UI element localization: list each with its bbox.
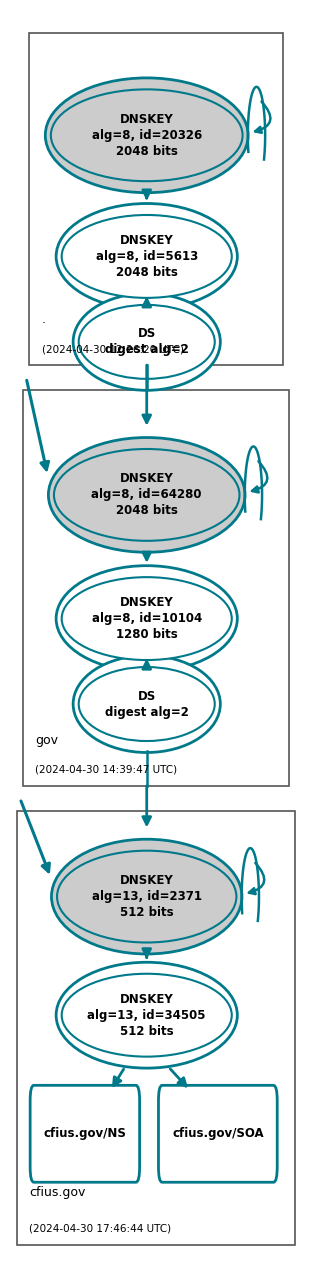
Text: DNSKEY
alg=13, id=34505
512 bits: DNSKEY alg=13, id=34505 512 bits — [87, 993, 206, 1038]
Text: cfius.gov: cfius.gov — [29, 1186, 85, 1199]
Text: (2024-04-30 14:39:47 UTC): (2024-04-30 14:39:47 UTC) — [35, 766, 178, 774]
FancyBboxPatch shape — [158, 1085, 277, 1182]
Ellipse shape — [79, 305, 215, 378]
FancyBboxPatch shape — [17, 812, 295, 1245]
Ellipse shape — [45, 78, 248, 193]
Ellipse shape — [56, 962, 237, 1068]
Ellipse shape — [79, 667, 215, 741]
Ellipse shape — [62, 215, 232, 298]
Text: DS
digest alg=2: DS digest alg=2 — [105, 327, 189, 357]
FancyBboxPatch shape — [23, 390, 289, 786]
Text: .: . — [41, 313, 46, 326]
Ellipse shape — [51, 840, 242, 953]
Text: cfius.gov/SOA: cfius.gov/SOA — [172, 1127, 264, 1140]
Text: DNSKEY
alg=13, id=2371
512 bits: DNSKEY alg=13, id=2371 512 bits — [92, 874, 202, 919]
Ellipse shape — [48, 437, 245, 552]
Text: DNSKEY
alg=8, id=5613
2048 bits: DNSKEY alg=8, id=5613 2048 bits — [95, 234, 198, 279]
Ellipse shape — [56, 203, 237, 309]
Ellipse shape — [57, 851, 236, 942]
Ellipse shape — [56, 566, 237, 671]
Text: cfius.gov/NS: cfius.gov/NS — [43, 1127, 126, 1140]
Text: gov: gov — [35, 734, 58, 746]
FancyBboxPatch shape — [29, 33, 283, 364]
FancyBboxPatch shape — [30, 1085, 139, 1182]
Text: (2024-04-30 17:46:44 UTC): (2024-04-30 17:46:44 UTC) — [29, 1224, 171, 1235]
Text: DS
digest alg=2: DS digest alg=2 — [105, 690, 189, 718]
Text: DNSKEY
alg=8, id=64280
2048 bits: DNSKEY alg=8, id=64280 2048 bits — [91, 473, 202, 518]
Text: DNSKEY
alg=8, id=10104
1280 bits: DNSKEY alg=8, id=10104 1280 bits — [92, 596, 202, 642]
Text: DNSKEY
alg=8, id=20326
2048 bits: DNSKEY alg=8, id=20326 2048 bits — [92, 112, 202, 157]
Ellipse shape — [54, 449, 240, 541]
Ellipse shape — [73, 656, 220, 753]
Ellipse shape — [51, 89, 243, 181]
Ellipse shape — [73, 294, 220, 390]
Ellipse shape — [62, 578, 232, 659]
Text: (2024-04-30 12:26:20 UTC): (2024-04-30 12:26:20 UTC) — [41, 344, 183, 354]
Ellipse shape — [62, 974, 232, 1057]
